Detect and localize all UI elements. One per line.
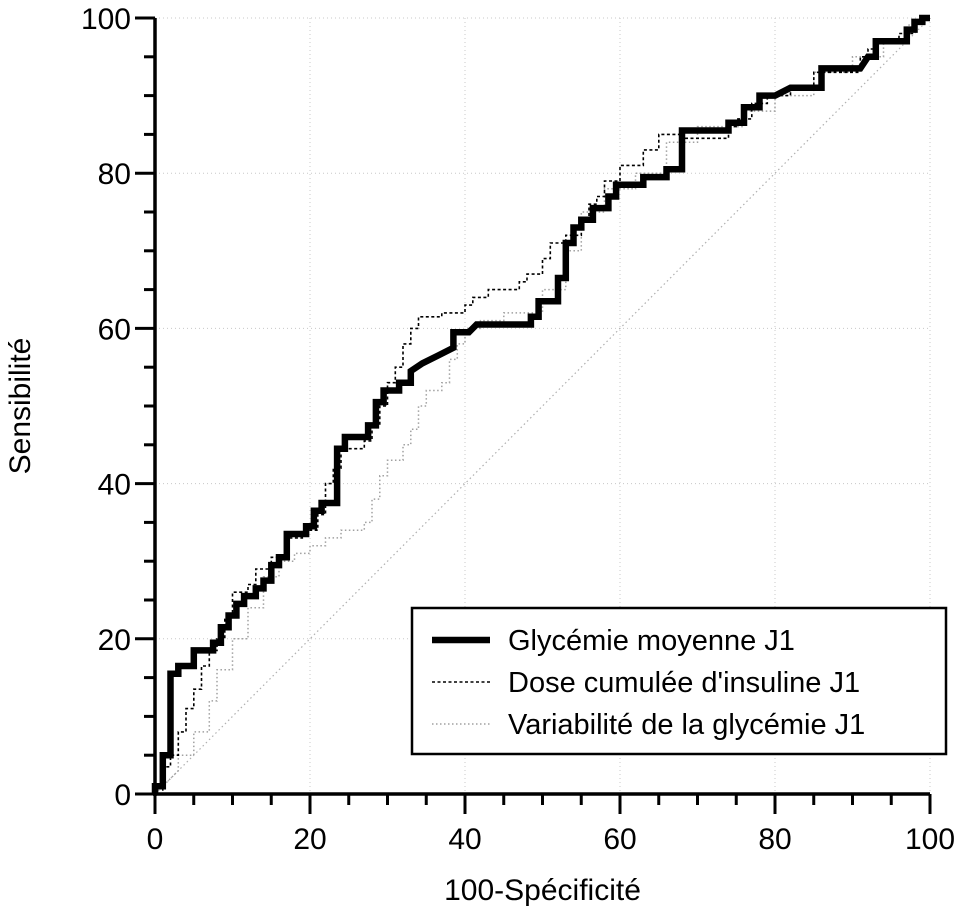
grid-lines bbox=[155, 17, 931, 794]
x-tick-label: 100 bbox=[905, 823, 955, 856]
y-tick-label: 60 bbox=[98, 313, 131, 346]
reference-diagonal bbox=[154, 17, 931, 795]
series-line bbox=[151, 14, 930, 794]
x-tick-label: 0 bbox=[147, 823, 164, 856]
y-tick-label: 20 bbox=[98, 624, 131, 657]
y-tick-label: 0 bbox=[114, 779, 131, 812]
x-axis-title: 100-Spécificité bbox=[444, 874, 641, 907]
legend: Glycémie moyenne J1 Dose cumulée d'insuli… bbox=[410, 606, 948, 756]
y-tick-label: 100 bbox=[81, 3, 131, 36]
axis-ticks bbox=[135, 16, 932, 814]
y-tick-label: 80 bbox=[98, 158, 131, 191]
legend-label: Dose cumulée d'insuline J1 bbox=[508, 667, 860, 699]
x-tick-label: 80 bbox=[758, 823, 791, 856]
series-layer bbox=[151, 14, 931, 795]
x-tick-label: 40 bbox=[448, 823, 481, 856]
legend-label: Glycémie moyenne J1 bbox=[508, 625, 795, 657]
x-tick-label: 20 bbox=[293, 823, 326, 856]
x-tick-label: 60 bbox=[603, 823, 636, 856]
y-tick-label: 40 bbox=[98, 469, 131, 502]
y-axis-title: Sensibilité bbox=[4, 338, 37, 475]
legend-box bbox=[410, 606, 948, 756]
tick-labels: 0 20 40 60 80 100 0 20 40 60 80 100 bbox=[81, 3, 955, 856]
legend-label: Variabilité de la glycémie J1 bbox=[508, 709, 865, 741]
